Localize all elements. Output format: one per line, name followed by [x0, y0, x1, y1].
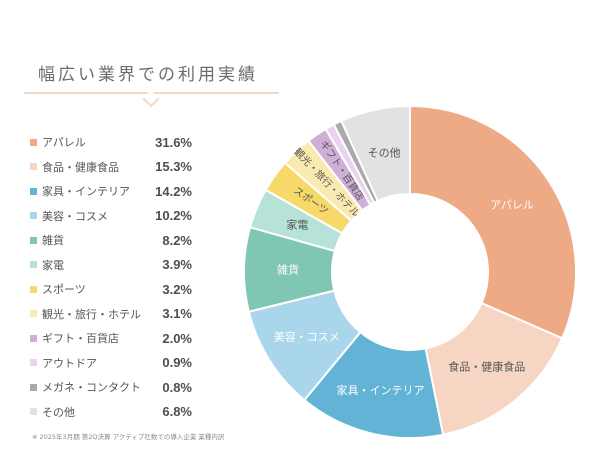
legend-value: 3.2% — [162, 281, 192, 297]
legend-swatch — [30, 163, 37, 171]
donut-slice — [340, 104, 411, 203]
legend-swatch — [30, 261, 37, 269]
legend-label: その他 — [42, 405, 75, 419]
legend-label: 雑貨 — [42, 234, 64, 248]
donut-slice — [409, 104, 577, 340]
legend-swatch — [30, 285, 37, 293]
legend-value: 3.9% — [162, 257, 192, 273]
legend-swatch — [30, 138, 37, 146]
legend-item: 観光・旅行・ホテル 3.1% — [30, 302, 192, 327]
legend-label: 家具・インテリア — [42, 185, 130, 199]
legend-label: アパレル — [42, 136, 86, 150]
footnote: ※ 2025年3月期 第2Q決算 アクティブ社数での導入企業 業種内訳 — [32, 433, 225, 441]
legend-item: ギフト・百貨店 2.0% — [30, 326, 192, 351]
slice-label: アパレル — [490, 199, 534, 212]
slice-label: 家具・インテリア — [336, 383, 424, 397]
legend-value: 10.2% — [155, 208, 192, 224]
legend-value: 0.8% — [162, 379, 192, 395]
legend-item: 家具・インテリア 14.2% — [30, 179, 192, 204]
legend-item: アパレル 31.6% — [30, 130, 192, 155]
legend-value: 0.9% — [162, 355, 192, 371]
legend-label: 家電 — [42, 258, 64, 272]
legend-swatch — [30, 236, 37, 244]
chart-legend: アパレル 31.6% 食品・健康食品 15.3% 家具・インテリア 14.2% 美容・コスメ… — [30, 130, 192, 424]
legend-value: 3.1% — [162, 306, 192, 322]
legend-swatch — [30, 359, 37, 367]
legend-value: 15.3% — [155, 159, 192, 175]
legend-swatch — [30, 187, 37, 195]
slice-label: 美容・コスメ — [274, 329, 340, 343]
legend-swatch — [30, 334, 37, 342]
legend-value: 31.6% — [155, 134, 192, 150]
legend-value: 8.2% — [162, 232, 192, 248]
legend-swatch — [30, 408, 37, 416]
legend-label: 観光・旅行・ホテル — [42, 307, 141, 321]
legend-item: その他 6.8% — [30, 400, 192, 425]
slice-label: 家電 — [286, 218, 308, 232]
legend-item: 雑貨 8.2% — [30, 228, 192, 253]
legend-value: 14.2% — [155, 183, 192, 199]
legend-value: 6.8% — [162, 404, 192, 420]
legend-item: スポーツ 3.2% — [30, 277, 192, 302]
legend-label: アウトドア — [42, 356, 97, 370]
legend-item: 美容・コスメ 10.2% — [30, 204, 192, 229]
legend-item: メガネ・コンタクト 0.8% — [30, 375, 192, 400]
chart-title: 幅広い業界での利用実績 — [38, 65, 258, 85]
legend-item: アウトドア 0.9% — [30, 351, 192, 376]
legend-label: スポーツ — [42, 283, 86, 297]
slice-label: 雑貨 — [277, 263, 299, 277]
legend-value: 2.0% — [162, 330, 192, 346]
legend-label: ギフト・百貨店 — [42, 332, 119, 346]
legend-label: メガネ・コンタクト — [42, 381, 141, 395]
legend-swatch — [30, 212, 37, 220]
legend-item: 食品・健康食品 15.3% — [30, 155, 192, 180]
legend-label: 美容・コスメ — [42, 209, 108, 223]
legend-swatch — [30, 383, 37, 391]
legend-item: 家電 3.9% — [30, 253, 192, 278]
legend-swatch — [30, 310, 37, 318]
slice-label: 食品・健康食品 — [448, 359, 525, 373]
slice-label: その他 — [368, 146, 401, 159]
legend-label: 食品・健康食品 — [42, 160, 119, 174]
